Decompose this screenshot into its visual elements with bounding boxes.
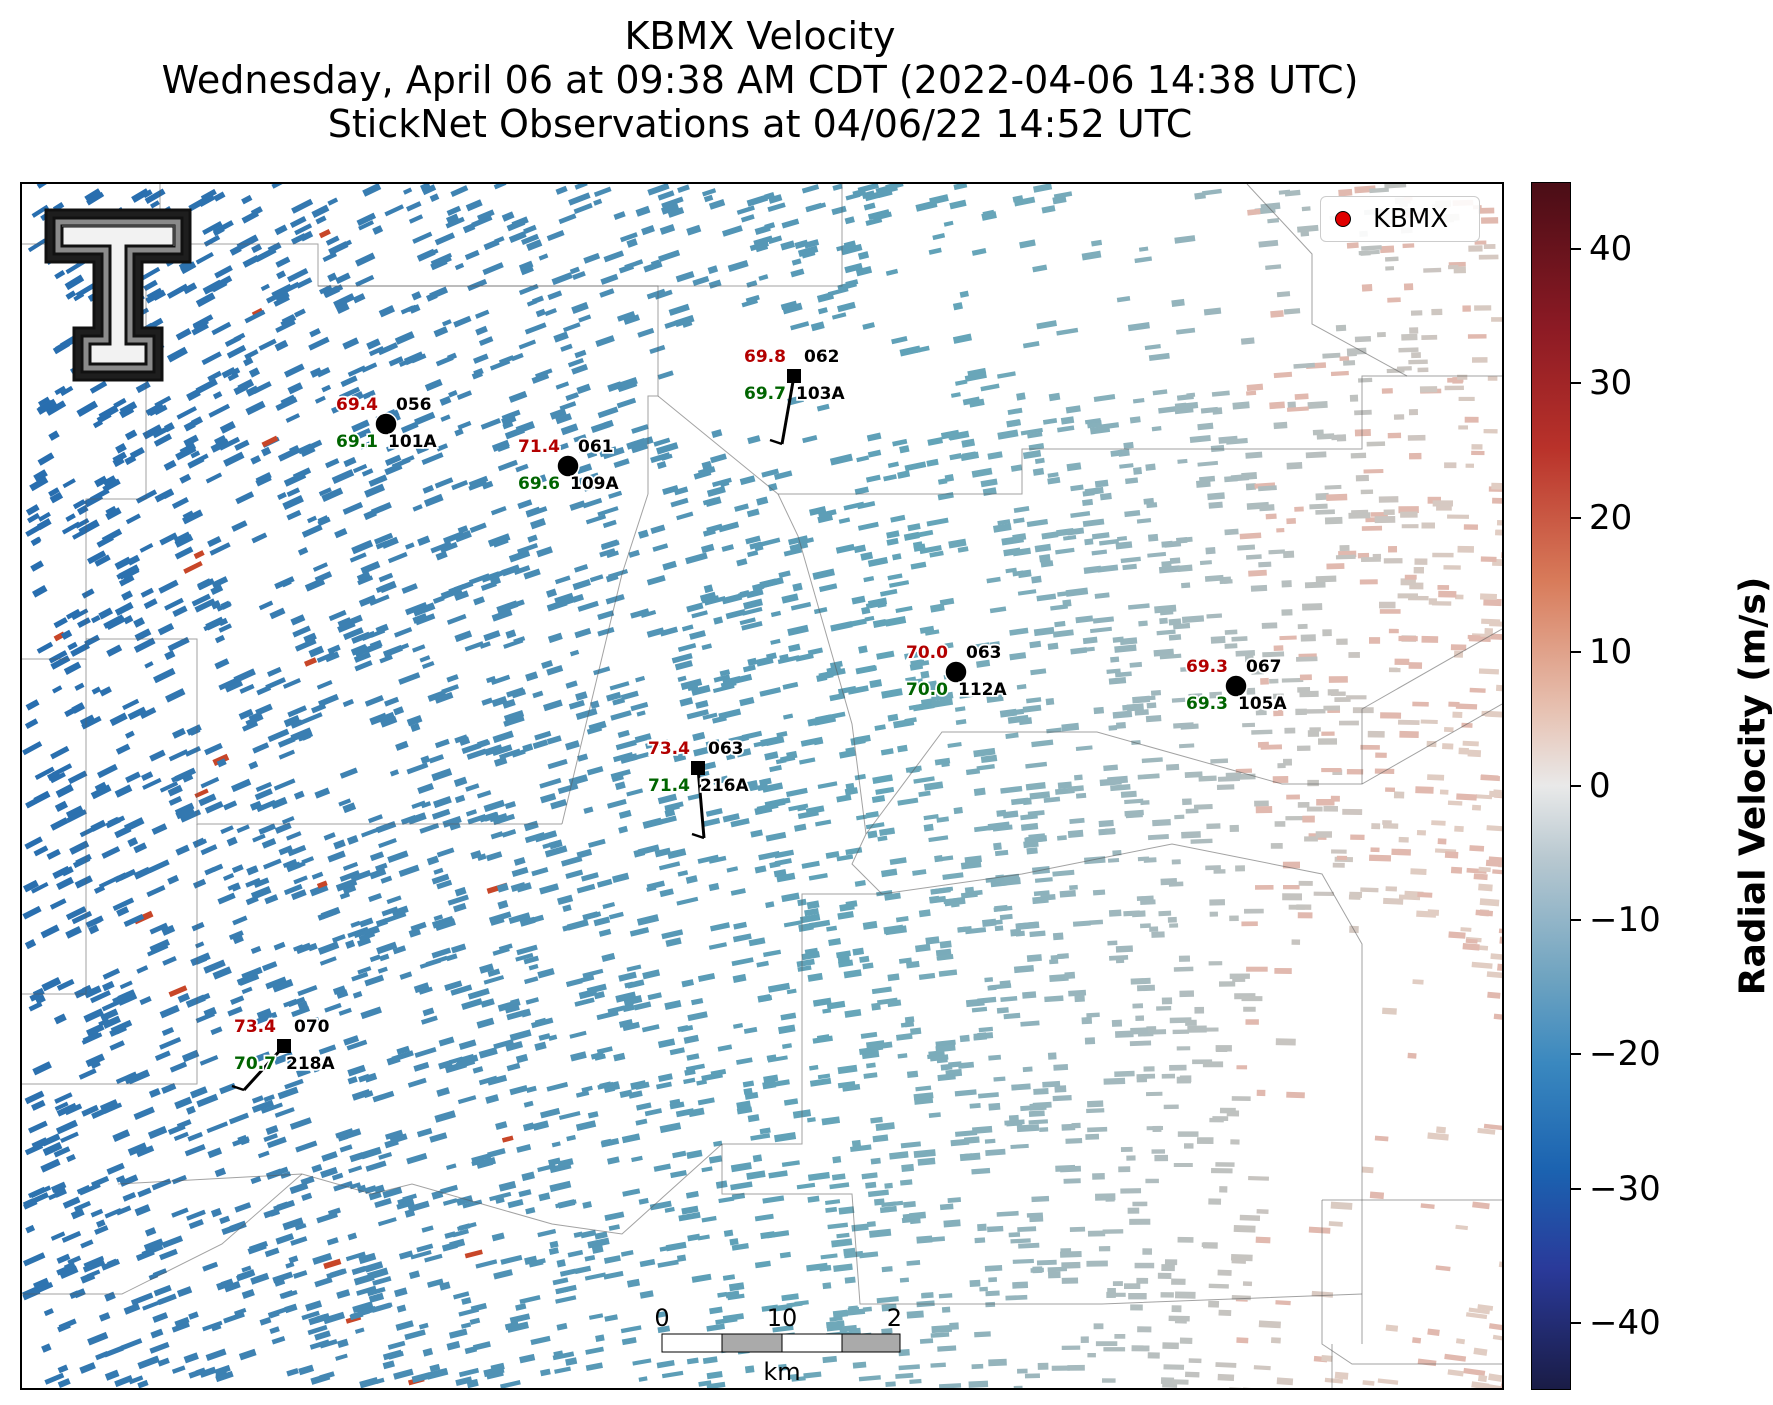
station-112a[interactable]: 70.0 063 70.0 112A: [904, 641, 1009, 702]
station-dewpoint: 70.0: [906, 680, 948, 700]
station-id: 101A: [388, 432, 437, 452]
scale-bar: 0 10 20 km: [654, 1304, 902, 1384]
scale-label-0: 0: [654, 1304, 669, 1332]
station-temperature: 69.4: [336, 395, 378, 415]
wind-barb-icon: [696, 767, 706, 839]
station-id: 103A: [796, 384, 845, 404]
county-boundaries: [22, 184, 1502, 1388]
station-temperature: 69.3: [1186, 657, 1228, 677]
colorbar-gradient: [1531, 182, 1571, 1390]
scale-label-10: 10: [767, 1304, 798, 1332]
colorbar-tick-label: 40: [1589, 229, 1633, 270]
colorbar-tick: [1571, 919, 1581, 922]
station-218a[interactable]: 73.4 070 70.7 218A: [231, 1015, 337, 1092]
colorbar-tick: [1571, 1053, 1581, 1056]
station-temperature: 69.8: [744, 347, 786, 367]
colorbar-tick: [1571, 650, 1581, 653]
colorbar-tick: [1571, 785, 1581, 787]
station-marker-icon: [787, 369, 801, 383]
station-dewpoint: 70.7: [234, 1054, 276, 1074]
legend-label: KBMX: [1373, 204, 1449, 234]
station-dewpoint: 69.1: [336, 432, 378, 452]
colorbar-tick-label: −30: [1589, 1168, 1661, 1209]
colorbar-tick-label: 20: [1589, 497, 1633, 538]
station-id: 112A: [958, 680, 1007, 700]
colorbar-tick: [1571, 1321, 1581, 1324]
colorbar-title: Radial Velocity (m/s): [1732, 576, 1773, 996]
radar-site-marker-icon: [1335, 211, 1351, 227]
station-id: 105A: [1238, 694, 1287, 714]
station-101a[interactable]: 69.4 056 69.1 101A: [334, 393, 439, 454]
station-105a[interactable]: 69.3 067 69.3 105A: [1184, 655, 1289, 716]
scale-label-20: 20: [887, 1304, 902, 1332]
station-wind-direction: 063: [708, 739, 744, 759]
station-temperature: 71.4: [518, 437, 560, 457]
colorbar-tick-label: 30: [1589, 363, 1633, 404]
station-marker-icon: [944, 660, 968, 684]
station-wind-direction: 070: [294, 1017, 330, 1037]
station-id: 218A: [286, 1054, 335, 1074]
station-wind-direction: 062: [804, 347, 840, 367]
station-dewpoint: 69.3: [1186, 694, 1228, 714]
station-wind-direction: 061: [578, 437, 614, 457]
colorbar-tick: [1571, 516, 1581, 519]
station-marker-icon: [556, 454, 580, 478]
station-dewpoint: 69.6: [518, 474, 560, 494]
scale-unit: km: [763, 1358, 800, 1384]
station-temperature: 70.0: [906, 643, 948, 663]
station-temperature: 73.4: [648, 739, 690, 759]
title-line-2: Wednesday, April 06 at 09:38 AM CDT (202…: [161, 58, 1359, 102]
station-id: 216A: [700, 776, 749, 796]
colorbar-tick: [1571, 1187, 1581, 1190]
map-legend: KBMX: [1320, 196, 1480, 242]
station-wind-direction: 063: [966, 643, 1002, 663]
texas-tech-logo: [44, 208, 192, 382]
station-marker-icon: [691, 761, 705, 775]
wind-barb-icon: [780, 375, 796, 445]
station-marker-icon: [277, 1039, 291, 1053]
title-block: KBMX Velocity Wednesday, April 06 at 09:…: [0, 14, 1520, 146]
title-line-3: StickNet Observations at 04/06/22 14:52 …: [327, 102, 1193, 146]
wind-barb-icon: [242, 1044, 286, 1092]
station-103a[interactable]: 69.8 062 69.7 103A: [742, 345, 847, 446]
station-marker-icon: [1224, 674, 1248, 698]
colorbar-tick: [1571, 382, 1581, 385]
station-dewpoint: 69.7: [744, 384, 786, 404]
station-id: 109A: [570, 474, 619, 494]
colorbar-tick-label: −10: [1589, 900, 1661, 941]
colorbar-tick-label: 0: [1589, 766, 1611, 806]
station-temperature: 73.4: [234, 1017, 276, 1037]
colorbar-tick-label: −20: [1589, 1034, 1661, 1075]
colorbar-tick-label: 10: [1589, 631, 1633, 672]
station-wind-direction: 067: [1246, 657, 1282, 677]
station-109a[interactable]: 71.4 061 69.6 109A: [516, 435, 621, 496]
colorbar-tick: [1571, 248, 1581, 251]
colorbar: 40 30 20 10 0 −10 −20 −30 −40 Radial Velocity (m…: [1531, 182, 1773, 1390]
station-wind-direction: 056: [396, 395, 432, 415]
radar-map[interactable]: 69.4 056 69.1 101A 71.4 061 69.6 109A 69.8 062 69.…: [20, 182, 1504, 1390]
station-dewpoint: 71.4: [648, 776, 690, 796]
colorbar-tick-label: −40: [1589, 1302, 1661, 1343]
title-line-1: KBMX Velocity: [624, 14, 896, 58]
station-marker-icon: [374, 412, 398, 436]
station-216a[interactable]: 73.4 063 71.4 216A: [646, 737, 751, 840]
